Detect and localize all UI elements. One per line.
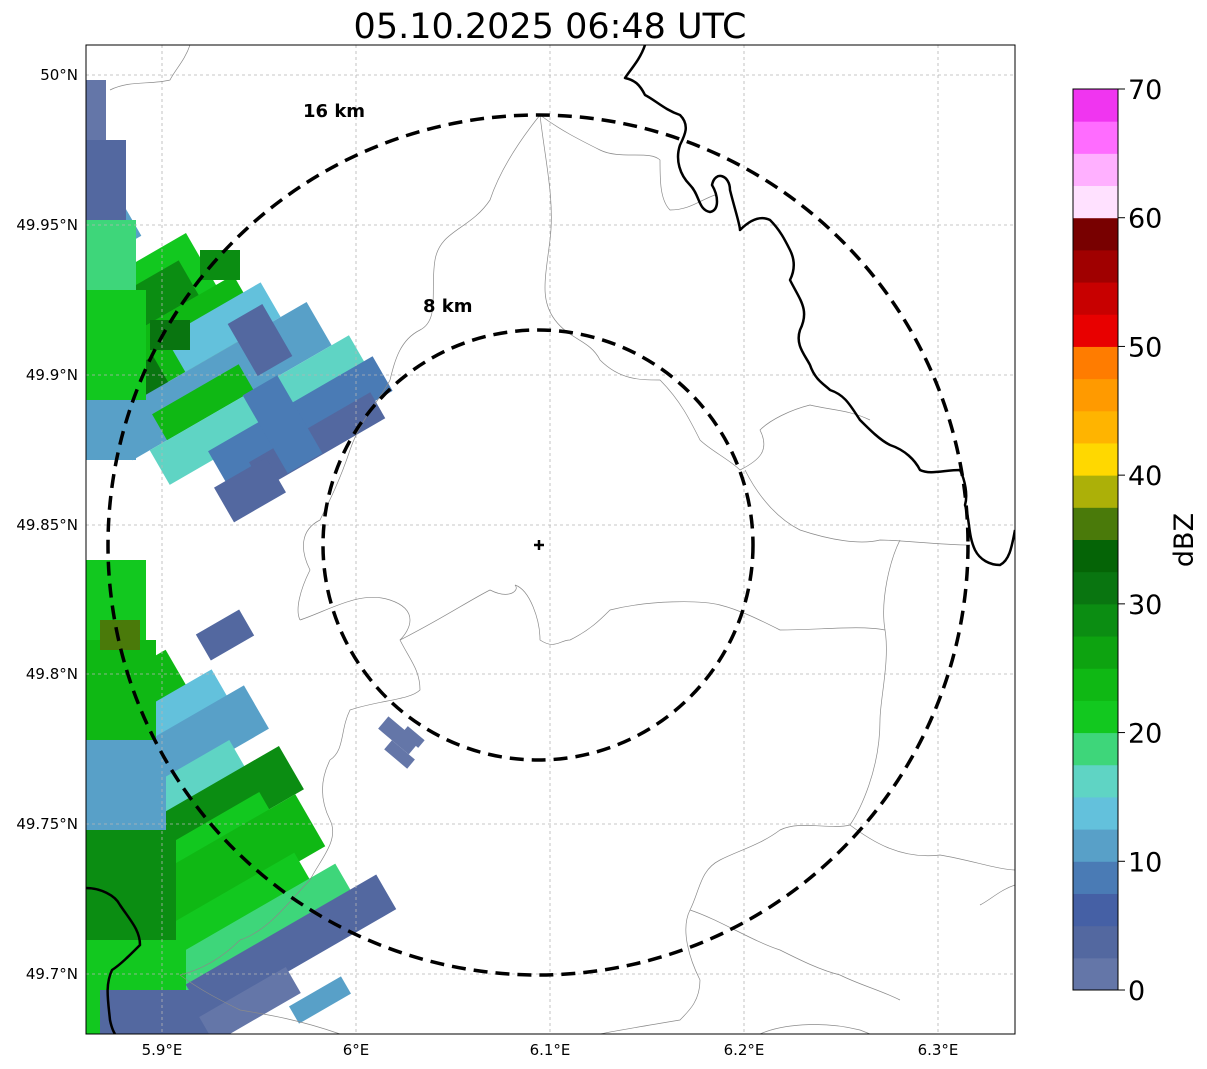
colorbar-tick-label: 60: [1128, 204, 1162, 235]
range-ring-16km: [106, 113, 970, 977]
colorbar-segment: [1073, 668, 1118, 701]
colorbar-segment: [1073, 732, 1118, 766]
colorbar-segment: [1073, 185, 1118, 219]
colorbar-segment: [1073, 153, 1118, 187]
colorbar-segment: [1073, 636, 1118, 669]
colorbar-tick-label: 70: [1128, 75, 1162, 106]
colorbar-segment: [1073, 796, 1118, 830]
colorbar-tick-label: 10: [1128, 847, 1162, 878]
colorbar-segment: [1073, 507, 1118, 540]
colorbar-segment: [1073, 121, 1118, 154]
range-ring-8km: [321, 328, 755, 762]
colorbar-segment: [1073, 700, 1118, 734]
colorbar-segment: [1073, 829, 1118, 862]
ring-label-8km: 8 km: [423, 296, 473, 317]
map-area: 16 km 8 km: [86, 45, 1015, 1034]
colorbar-label: dBZ: [1169, 513, 1200, 567]
colorbar-segment: [1073, 217, 1118, 251]
latitude-axis: 50°N 49.95°N 49.9°N 49.85°N 49.8°N 49.75…: [16, 66, 78, 983]
colorbar-frame: [1072, 88, 1119, 991]
colorbar-segments: [1073, 89, 1118, 991]
lon-tick-label: 6.1°E: [530, 1041, 571, 1059]
colorbar: 0 10 20 30 40 50 60 70 dBZ: [1072, 75, 1200, 1007]
colorbar-segment: [1073, 893, 1118, 927]
colorbar-tick-label: 20: [1128, 719, 1162, 750]
lon-tick-label: 6°E: [343, 1041, 370, 1059]
colorbar-segment: [1073, 346, 1118, 380]
colorbar-segment: [1073, 314, 1118, 347]
colorbar-segment: [1073, 861, 1118, 894]
colorbar-segment: [1073, 475, 1118, 508]
colorbar-segment: [1073, 539, 1118, 573]
colorbar-segment: [1073, 603, 1118, 637]
municipal-boundaries: [109, 45, 1015, 1034]
map-frame: [85, 44, 1016, 1035]
colorbar-segment: [1073, 410, 1118, 444]
radar-site-marker: [534, 540, 544, 550]
longitude-axis: 5.9°E 6°E 6.1°E 6.2°E 6.3°E: [142, 1041, 959, 1059]
colorbar-segment: [1073, 957, 1118, 991]
colorbar-segment: [1073, 442, 1118, 476]
colorbar-segment: [1073, 89, 1118, 122]
reflectivity-echoes: [86, 80, 425, 1034]
lat-tick-label: 49.85°N: [16, 516, 78, 534]
lat-tick-label: 49.7°N: [26, 965, 78, 983]
lat-tick-label: 49.95°N: [16, 216, 78, 234]
colorbar-tick-label: 50: [1128, 332, 1162, 363]
lon-tick-label: 6.3°E: [918, 1041, 959, 1059]
colorbar-segment: [1073, 249, 1118, 283]
colorbar-ticks: 0 10 20 30 40 50 60 70: [1118, 75, 1162, 1007]
graticule: [86, 45, 1015, 1034]
lat-tick-label: 49.9°N: [26, 366, 78, 384]
lon-tick-label: 6.2°E: [724, 1041, 765, 1059]
colorbar-segment: [1073, 764, 1118, 798]
range-rings: [106, 113, 970, 977]
lat-tick-label: 49.75°N: [16, 815, 78, 833]
colorbar-segment: [1073, 571, 1118, 605]
colorbar-tick-label: 40: [1128, 461, 1162, 492]
colorbar-segment: [1073, 282, 1118, 315]
colorbar-tick-label: 30: [1128, 590, 1162, 621]
colorbar-segment: [1073, 378, 1118, 412]
colorbar-segment: [1073, 925, 1118, 959]
ring-label-16km: 16 km: [303, 101, 365, 122]
lon-tick-label: 5.9°E: [142, 1041, 183, 1059]
map-title: 05.10.2025 06:48 UTC: [354, 7, 747, 47]
lat-tick-label: 50°N: [40, 66, 78, 84]
lat-tick-label: 49.8°N: [26, 665, 78, 683]
colorbar-tick-label: 0: [1128, 976, 1145, 1007]
